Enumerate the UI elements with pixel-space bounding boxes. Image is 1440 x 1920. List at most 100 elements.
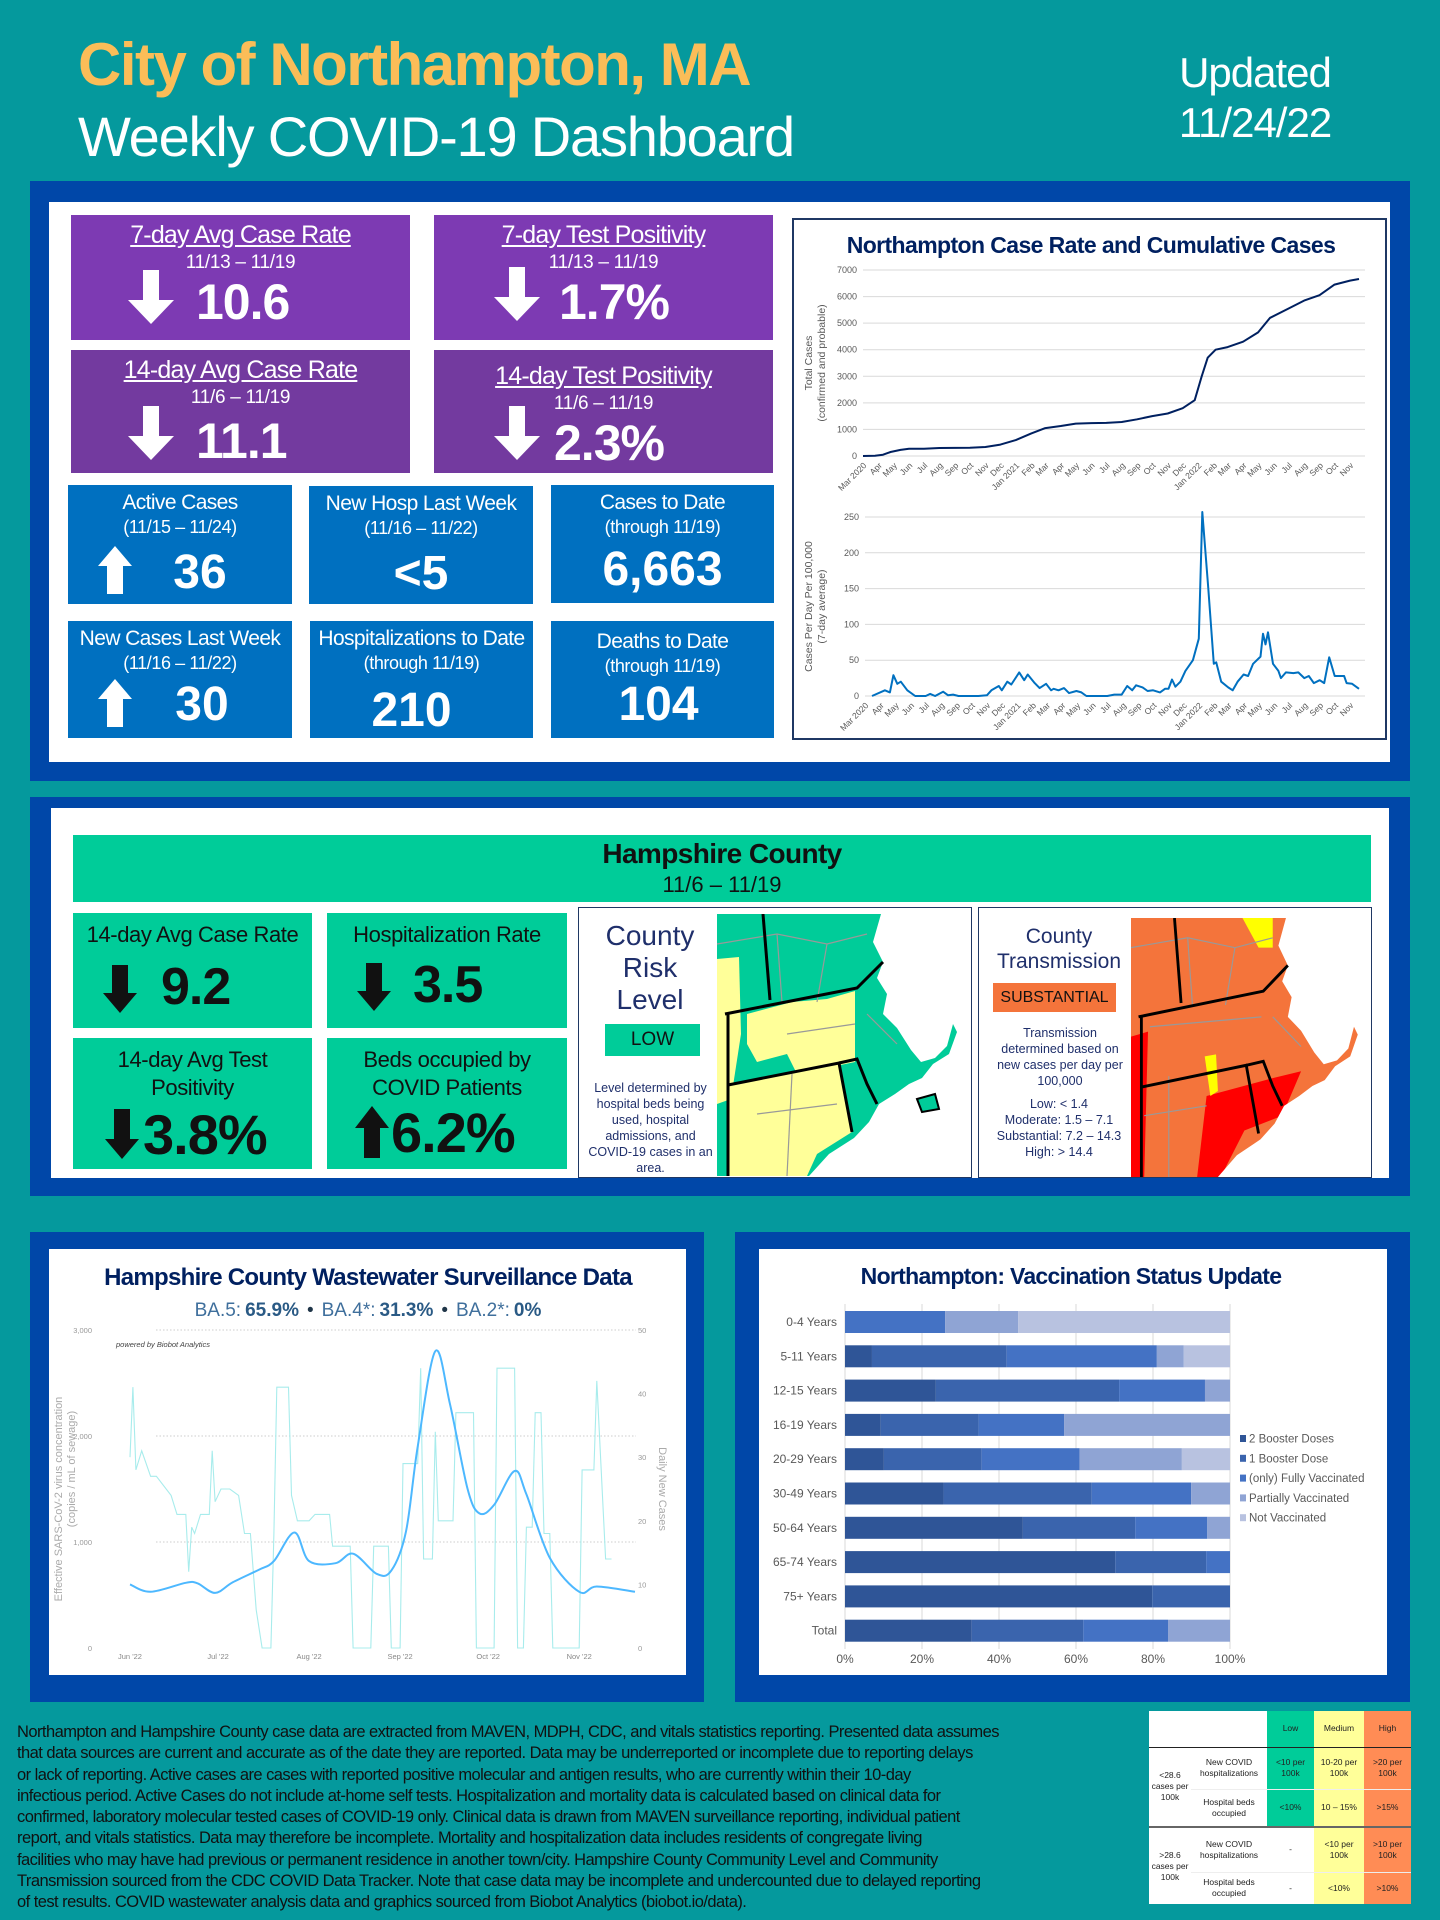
y2-tick-label: 10 <box>638 1580 646 1589</box>
metric-cases-to-date: Cases to Date (through 11/19) 6,663 <box>551 485 774 603</box>
x-tick-label: Mar <box>1216 700 1234 718</box>
x-tick-label: Mar 2020 <box>838 700 871 733</box>
metric-value: 3.5 <box>413 956 483 1014</box>
metric-new-hosp-last-week: New Hosp Last Week (11/16 – 11/22) <5 <box>309 486 533 604</box>
legend-swatch <box>1240 1514 1246 1522</box>
disclaimer-line: confirmed, laboratory molecular tested c… <box>17 1808 960 1827</box>
metric-value: <5 <box>393 547 449 600</box>
hampshire-beds-occupied: Beds occupied by COVID Patients 6.2% <box>327 1038 567 1169</box>
legend-label: (only) Fully Vaccinated <box>1249 1473 1364 1485</box>
arrow-up-icon <box>98 546 132 594</box>
y-tick-label: 3000 <box>837 371 857 381</box>
bar-segment <box>845 1311 946 1333</box>
metric-dates: (through 11/19) <box>604 517 721 537</box>
variant-name: BA.2*: <box>456 1300 510 1321</box>
disclaimer-line: report, and vitals statistics. Data may … <box>17 1829 922 1848</box>
hampshire-dates: 11/6 – 11/19 <box>662 872 782 897</box>
x-tick-label: 100% <box>1215 1652 1246 1666</box>
x-tick-label: Oct <box>1324 460 1341 477</box>
x-tick-label: May <box>1064 700 1083 719</box>
metric-label: 14-day Avg Case Rate <box>86 922 299 947</box>
variant-value: 65.9% <box>245 1300 299 1321</box>
x-tick-label: Jul <box>1098 700 1113 715</box>
hampshire-14day-case-rate: 14-day Avg Case Rate 9.2 <box>73 913 312 1028</box>
y2-tick-label: 40 <box>638 1390 646 1399</box>
x-tick-label: Aug '22 <box>296 1652 321 1661</box>
x-tick-label: 80% <box>1141 1652 1165 1666</box>
bar-segment <box>1119 1379 1205 1402</box>
metric-name: Hospital beds occupied <box>1203 1877 1255 1899</box>
metric-active-cases: Active Cases (11/15 – 11/24) 36 <box>68 485 292 604</box>
legend-swatch <box>1240 1494 1246 1502</box>
cell-medium: 10-20 per 100k <box>1314 1747 1364 1789</box>
y-axis-subtitle: (copies / mL of sewage) <box>66 1411 78 1527</box>
category-label: 12-15 Years <box>773 1384 837 1398</box>
bar-segment <box>845 1448 884 1471</box>
category-label: 16-19 Years <box>773 1418 837 1432</box>
metric-7day-test-positivity: 7-day Test Positivity 11/13 – 11/19 1.7% <box>434 215 773 340</box>
x-tick-label: May <box>1245 460 1264 479</box>
metric-label: 7-day Test Positivity <box>501 221 706 249</box>
x-tick-label: Sep <box>1307 700 1325 718</box>
arrow-down-icon <box>103 965 137 1013</box>
bar-segment <box>845 1345 872 1368</box>
header-high: High <box>1364 1711 1411 1747</box>
x-tick-label: Jul <box>915 460 930 475</box>
metric-value: 11.1 <box>196 413 288 469</box>
x-tick-label: Aug <box>927 460 945 478</box>
bar-segment <box>978 1413 1065 1436</box>
bar-segment <box>1091 1482 1192 1505</box>
cell-medium: <10% <box>1314 1872 1364 1904</box>
metric-dates: 11/6 – 11/19 <box>553 393 654 414</box>
bar-segment <box>845 1516 1023 1539</box>
x-tick-label: Nov <box>1338 700 1356 718</box>
metric-dates: (11/16 – 11/22) <box>364 518 478 538</box>
x-tick-label: May <box>1246 700 1265 719</box>
bar-segment <box>845 1585 1153 1608</box>
x-tick-label: Jun <box>899 700 916 717</box>
chart-title: Northampton: Vaccination Status Update <box>861 1263 1282 1289</box>
y-tick-label: 2000 <box>837 398 857 408</box>
x-tick-label: Sep <box>1126 700 1144 718</box>
legend-swatch <box>1240 1435 1246 1442</box>
y-axis-subtitle: (7-day average) <box>816 569 828 643</box>
vaccination-chart: Northampton: Vaccination Status Update 0… <box>759 1249 1387 1675</box>
bar-segment <box>883 1448 982 1471</box>
bar-segment <box>845 1482 944 1505</box>
x-tick-label: Mar <box>1033 460 1051 478</box>
risk-title-line: County <box>605 920 695 951</box>
variant-separator: • <box>307 1300 314 1321</box>
biobot-credit: powered by Biobot Analytics <box>115 1340 210 1349</box>
x-tick-label: Nov '22 <box>567 1652 592 1661</box>
y2-tick-label: 50 <box>638 1326 646 1335</box>
disclaimer-line: Northampton and Hampshire County case da… <box>17 1723 999 1741</box>
bar-segment <box>1083 1619 1169 1642</box>
metric-value: 30 <box>175 678 229 731</box>
category-label: 50-64 Years <box>773 1521 837 1535</box>
x-tick-label: Mar 2020 <box>836 460 869 493</box>
x-tick-label: Jul <box>1097 460 1112 475</box>
risk-level-badge: LOW <box>605 1024 700 1056</box>
metric-value: 6,663 <box>602 543 723 596</box>
bar-segment <box>1115 1551 1207 1574</box>
bar-segment <box>1079 1448 1182 1471</box>
y2-tick-label: 30 <box>638 1453 646 1462</box>
transmission-title-line: County <box>1025 925 1093 948</box>
metric-hospitalizations-to-date: Hospitalizations to Date (through 11/19)… <box>310 621 533 738</box>
arrow-down-icon <box>494 267 540 321</box>
county-risk-level-card: County Risk Level LOW Level determined b… <box>578 907 972 1178</box>
chart-title: Hampshire County Wastewater Surveillance… <box>104 1264 633 1291</box>
bar-segment <box>845 1379 936 1402</box>
x-tick-label: May <box>880 460 899 479</box>
y-tick-label: 6000 <box>837 292 857 302</box>
x-tick-label: Nov <box>975 700 993 718</box>
community-level-table: Low Medium High <28.6 cases per 100k New… <box>1149 1711 1411 1904</box>
metric-value: 210 <box>371 684 452 737</box>
transmission-level-badge: SUBSTANTIAL <box>993 983 1116 1012</box>
metric-label: 14-day Test Positivity <box>495 362 713 390</box>
x-tick-label: Nov <box>973 460 991 478</box>
y-tick-label: 7000 <box>837 265 857 275</box>
x-tick-label: Apr <box>1050 460 1067 477</box>
metric-14day-test-positivity: 14-day Test Positivity 11/6 – 11/19 2.3% <box>434 350 773 473</box>
metric-value: 104 <box>618 678 699 731</box>
